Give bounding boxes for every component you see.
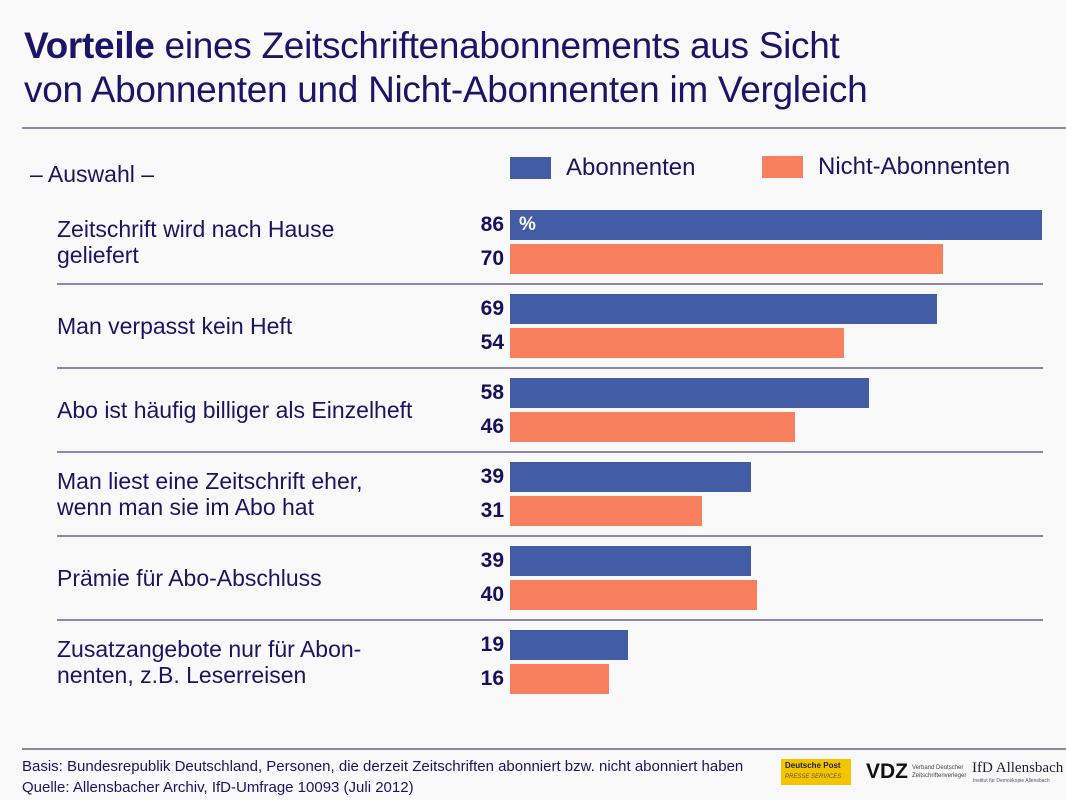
- chart-title: Vorteile eines Zeitschriftenabonnements …: [24, 24, 868, 112]
- bar-nicht-abonnenten: [510, 412, 795, 442]
- chart-title-line2: von Abonnenten und Nicht-Abonnenten im V…: [24, 69, 868, 110]
- vdz-subtext-line1: Verband Deutscher: [912, 765, 964, 771]
- value-label-nicht-abonnenten: 16: [480, 667, 504, 690]
- category-label-line: Prämie für Abo-Abschluss: [57, 565, 322, 591]
- category-label: Prämie für Abo-Abschluss: [57, 565, 457, 591]
- group-separator: [57, 619, 1043, 621]
- bar-abonnenten: [510, 462, 752, 492]
- legend-swatch-abonnenten: [510, 157, 551, 179]
- bar-abonnenten: [510, 378, 869, 408]
- category-label-line: Zeitschrift wird nach Hause: [57, 216, 335, 242]
- legend-label-nicht-abonnenten: Nicht-Abonnenten: [818, 153, 1011, 180]
- value-label-abonnenten: 69: [480, 297, 504, 320]
- deutsche-post-logo: Deutsche Post PRESSE SERVICES: [781, 759, 851, 785]
- ifd-allensbach-logo: IfD Allensbach: [972, 760, 1064, 776]
- bar-nicht-abonnenten: [510, 244, 944, 274]
- chart-title-bold: Vorteile: [24, 25, 155, 66]
- value-label-abonnenten: 39: [480, 549, 504, 572]
- category-label-line: Man liest eine Zeitschrift eher,: [57, 468, 363, 494]
- value-label-nicht-abonnenten: 70: [480, 247, 504, 270]
- category-label-line: Man verpasst kein Heft: [57, 313, 293, 339]
- vdz-subtext-line2: Zeitschriftenverleger: [912, 773, 967, 779]
- footnote-basis: Basis: Bundesrepublik Deutschland, Perso…: [22, 758, 744, 775]
- bar-abonnenten: [510, 294, 937, 324]
- category-label: Man liest eine Zeitschrift eher, wenn man…: [57, 468, 457, 520]
- bar-abonnenten: [510, 210, 1042, 240]
- legend-swatch-nicht-abonnenten: [762, 156, 803, 178]
- value-label-nicht-abonnenten: 31: [480, 499, 504, 522]
- bottom-divider: [22, 748, 1066, 750]
- footnote-source: Quelle: Allensbacher Archiv, IfD-Umfrage…: [22, 779, 414, 796]
- legend-label-abonnenten: Abonnenten: [566, 154, 696, 181]
- bar-nicht-abonnenten: [510, 496, 702, 526]
- percent-unit-label: %: [519, 214, 536, 235]
- top-divider: [22, 127, 1066, 129]
- value-label-nicht-abonnenten: 40: [480, 583, 504, 606]
- vdz-logo: VDZ: [866, 760, 908, 783]
- value-label-nicht-abonnenten: 54: [480, 331, 504, 354]
- category-label-line: wenn man sie im Abo hat: [57, 494, 314, 520]
- category-label-line: geliefert: [57, 242, 139, 268]
- category-label-line: Zusatzangebote nur für Abon-: [57, 636, 362, 662]
- legend-item-nicht-abonnenten: Nicht-Abonnenten: [762, 153, 1010, 181]
- vdz-logo-subtext: Verband Deutscher Zeitschriftenverleger: [912, 764, 966, 780]
- value-label-abonnenten: 39: [480, 465, 504, 488]
- bar-nicht-abonnenten: [510, 328, 845, 358]
- group-separator: [57, 535, 1043, 537]
- category-label: Zusatzangebote nur für Abon-nenten, z.B.…: [57, 636, 457, 688]
- bar-nicht-abonnenten: [510, 664, 609, 694]
- category-label: Abo ist häufig billiger als Einzelheft: [57, 397, 457, 423]
- bar-abonnenten: [510, 630, 628, 660]
- ifd-allensbach-logo-subtext: Institut für Demoskopie Allensbach: [973, 778, 1050, 784]
- value-label-abonnenten: 58: [480, 381, 504, 404]
- group-separator: [57, 283, 1043, 285]
- category-label-line: Abo ist häufig billiger als Einzelheft: [57, 397, 413, 423]
- deutsche-post-logo-text: Deutsche Post: [785, 761, 841, 770]
- value-label-nicht-abonnenten: 46: [480, 415, 504, 438]
- chart-title-line1: eines Zeitschriftenabonnements aus Sicht: [154, 25, 840, 66]
- bar-abonnenten: [510, 546, 752, 576]
- value-label-abonnenten: 86: [480, 213, 504, 236]
- group-separator: [57, 367, 1043, 369]
- legend-item-abonnenten: Abonnenten: [510, 154, 695, 182]
- bar-nicht-abonnenten: [510, 580, 758, 610]
- category-label-line: nenten, z.B. Leserreisen: [57, 662, 307, 688]
- value-label-abonnenten: 19: [480, 633, 504, 656]
- category-label: Zeitschrift wird nach Hause geliefert: [57, 216, 457, 268]
- group-separator: [57, 451, 1043, 453]
- chart-subtitle: – Auswahl –: [30, 161, 155, 187]
- category-label: Man verpasst kein Heft: [57, 313, 457, 339]
- deutsche-post-logo-subtext: PRESSE SERVICES: [785, 774, 842, 780]
